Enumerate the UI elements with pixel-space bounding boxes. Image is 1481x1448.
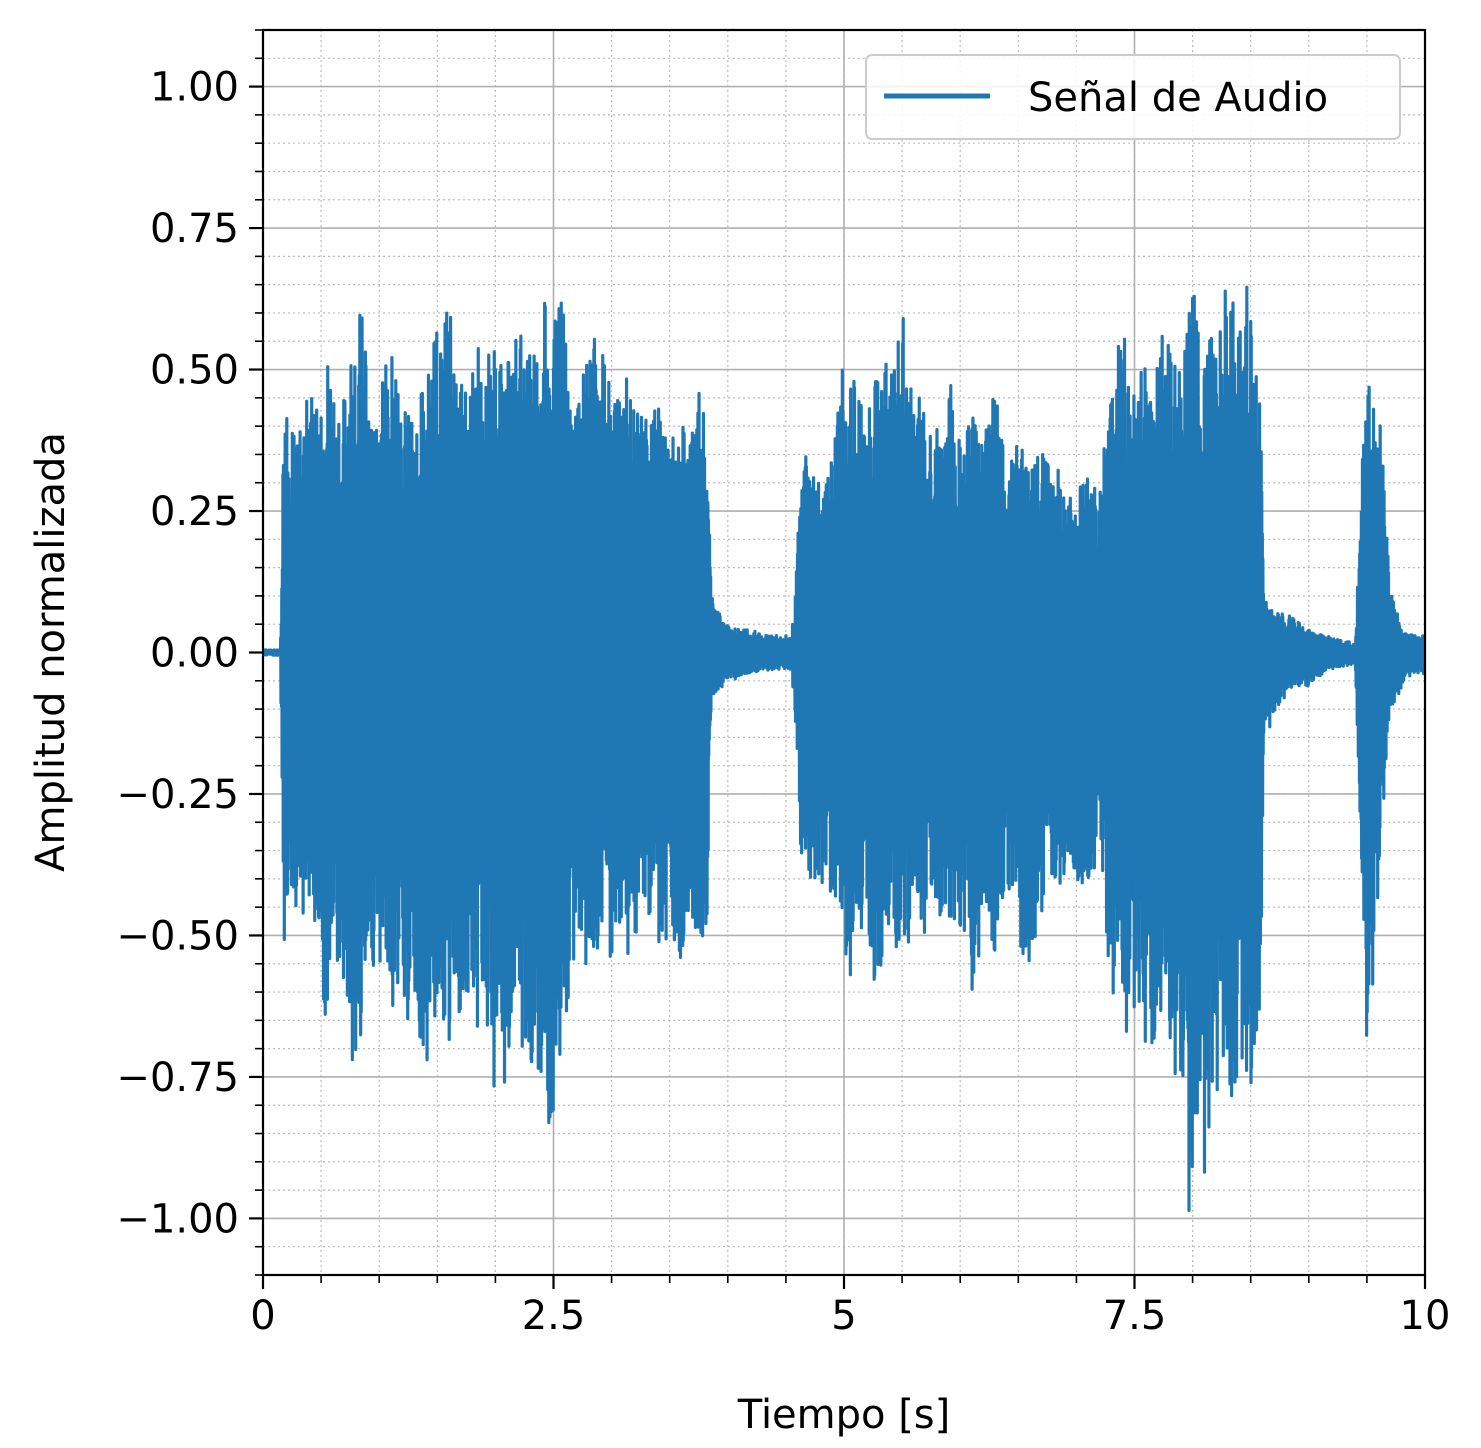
plot-area [263,285,1425,1212]
series-line-senal-de-audio [263,285,1425,1212]
y-tick-label: 0.50 [150,348,239,394]
y-tick-label: −1.00 [116,1196,239,1242]
y-tick-label: −0.50 [116,913,239,959]
x-tick-label: 2.5 [522,1293,586,1339]
y-tick-label: −0.25 [116,772,239,818]
x-tick-label: 0 [250,1293,275,1339]
x-tick-label: 5 [831,1293,856,1339]
x-axis-label: Tiempo [s] [737,1392,951,1438]
y-tick-label: 0.75 [150,206,239,252]
x-tick-label: 7.5 [1103,1293,1167,1339]
y-tick-label: 1.00 [150,65,239,111]
y-tick-label: −0.75 [116,1055,239,1101]
axis-ticks [249,29,1427,1289]
y-axis-label: Amplitud normalizada [28,432,74,872]
y-tick-labels: 1.00 0.75 0.50 0.25 0.00 −0.25 −0.50 −0.75 −1.00 [116,65,239,1243]
x-tick-labels: 0 2.5 5 7.5 10 [250,1293,1450,1339]
legend-box [865,54,1401,140]
legend: Señal de Audio [865,54,1401,140]
legend-entry-label: Señal de Audio [1028,75,1328,121]
y-tick-label: 0.00 [150,631,239,677]
y-tick-label: 0.25 [150,489,239,535]
x-tick-label: 10 [1400,1293,1451,1339]
series-layer [263,285,1425,1212]
